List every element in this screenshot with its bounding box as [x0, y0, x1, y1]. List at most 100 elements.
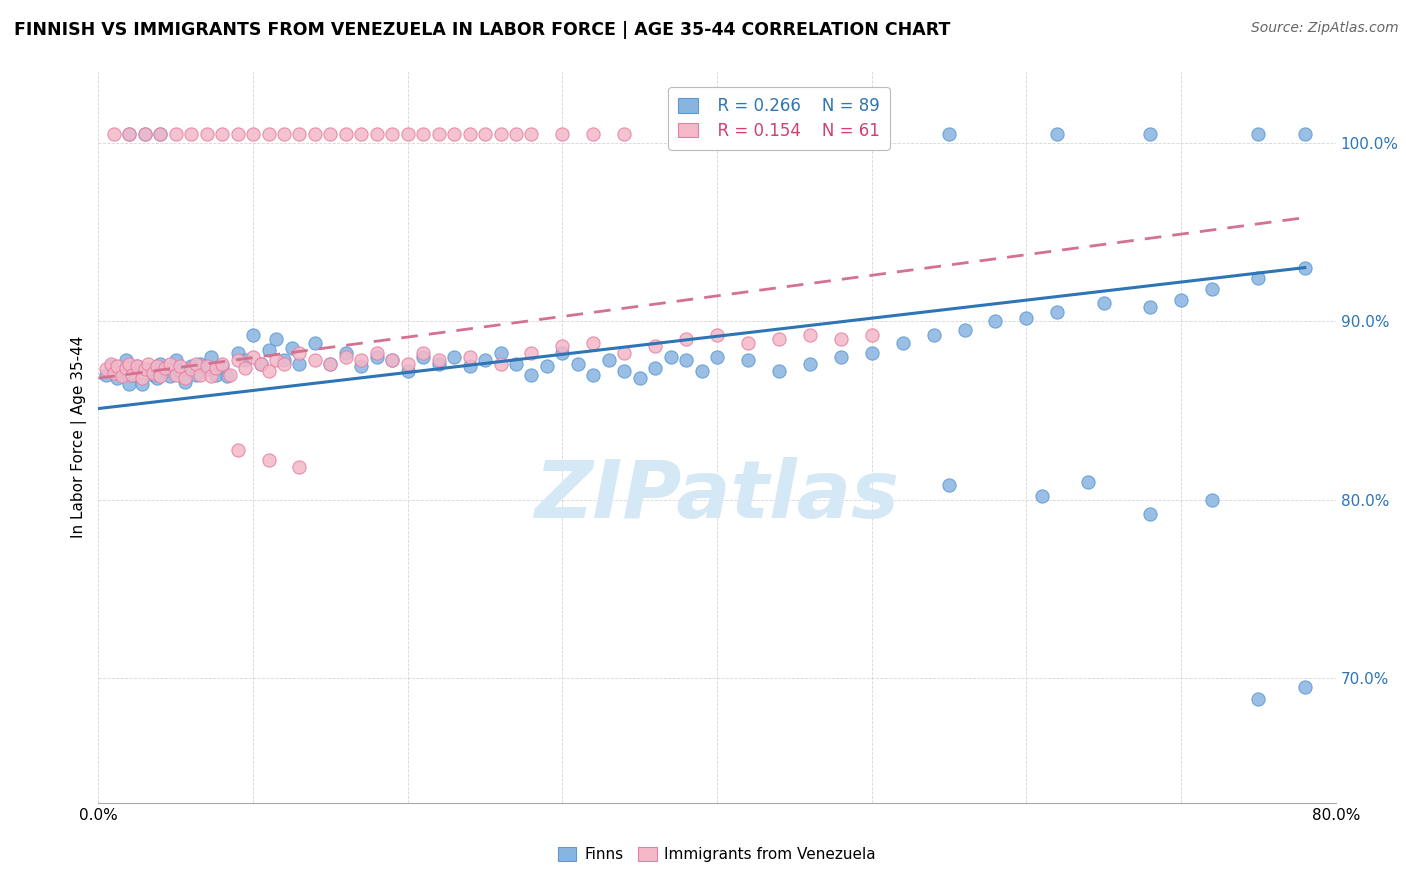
Point [264, 332, 288, 346]
Point [922, 328, 945, 343]
Point [115, 353, 138, 368]
Point [536, 359, 558, 373]
Point [551, 127, 574, 141]
Point [628, 371, 651, 385]
Point [613, 127, 636, 141]
Point [891, 335, 914, 350]
Point [1139, 127, 1161, 141]
Point [1046, 305, 1069, 319]
Point [118, 127, 141, 141]
Point [121, 368, 143, 382]
Point [273, 353, 295, 368]
Point [180, 127, 202, 141]
Point [174, 371, 197, 385]
Point [1139, 507, 1161, 521]
Point [350, 353, 373, 368]
Point [165, 127, 187, 141]
Point [489, 357, 512, 371]
Point [319, 357, 342, 371]
Point [598, 353, 620, 368]
Point [273, 127, 295, 141]
Point [118, 127, 141, 141]
Legend: Finns, Immigrants from Venezuela: Finns, Immigrants from Venezuela [553, 841, 882, 868]
Point [737, 335, 759, 350]
Point [1294, 127, 1316, 141]
Point [105, 359, 128, 373]
Point [381, 127, 404, 141]
Point [938, 478, 960, 492]
Point [184, 357, 207, 371]
Point [264, 353, 288, 368]
Point [335, 346, 357, 360]
Point [121, 368, 143, 382]
Point [134, 127, 156, 141]
Point [1294, 680, 1316, 694]
Point [195, 362, 218, 376]
Point [242, 127, 264, 141]
Point [412, 127, 434, 141]
Point [149, 369, 172, 384]
Point [174, 375, 197, 389]
Point [366, 127, 388, 141]
Point [1247, 271, 1270, 285]
Point [219, 368, 242, 382]
Point [165, 353, 187, 368]
Point [675, 353, 697, 368]
Point [520, 346, 543, 360]
Point [115, 360, 138, 375]
Point [474, 127, 496, 141]
Point [458, 350, 481, 364]
Point [582, 335, 605, 350]
Point [257, 453, 280, 467]
Point [613, 364, 636, 378]
Point [169, 359, 191, 373]
Point [860, 346, 883, 360]
Point [250, 357, 273, 371]
Point [505, 127, 527, 141]
Point [644, 360, 666, 375]
Point [1294, 260, 1316, 275]
Point [226, 346, 249, 360]
Point [768, 332, 790, 346]
Point [226, 127, 249, 141]
Point [381, 353, 404, 368]
Point [233, 353, 257, 368]
Point [242, 350, 264, 364]
Point [141, 368, 165, 382]
Point [1139, 300, 1161, 314]
Point [706, 350, 728, 364]
Point [1031, 489, 1053, 503]
Point [582, 368, 605, 382]
Point [149, 357, 172, 371]
Point [1092, 296, 1115, 310]
Point [215, 369, 238, 384]
Point [1046, 127, 1069, 141]
Point [381, 353, 404, 368]
Point [799, 357, 821, 371]
Point [335, 350, 357, 364]
Point [195, 359, 218, 373]
Point [830, 332, 852, 346]
Point [551, 339, 574, 353]
Point [1170, 293, 1192, 307]
Point [131, 376, 153, 391]
Point [860, 328, 883, 343]
Point [134, 362, 156, 376]
Point [136, 362, 159, 376]
Point [127, 359, 149, 373]
Point [146, 371, 169, 385]
Point [396, 357, 419, 371]
Point [443, 127, 465, 141]
Point [226, 353, 249, 368]
Point [180, 362, 202, 376]
Point [141, 366, 165, 380]
Text: Source: ZipAtlas.com: Source: ZipAtlas.com [1251, 21, 1399, 35]
Point [396, 364, 419, 378]
Point [489, 346, 512, 360]
Point [799, 328, 821, 343]
Point [153, 364, 176, 378]
Point [458, 359, 481, 373]
Point [195, 127, 218, 141]
Point [489, 127, 512, 141]
Point [551, 346, 574, 360]
